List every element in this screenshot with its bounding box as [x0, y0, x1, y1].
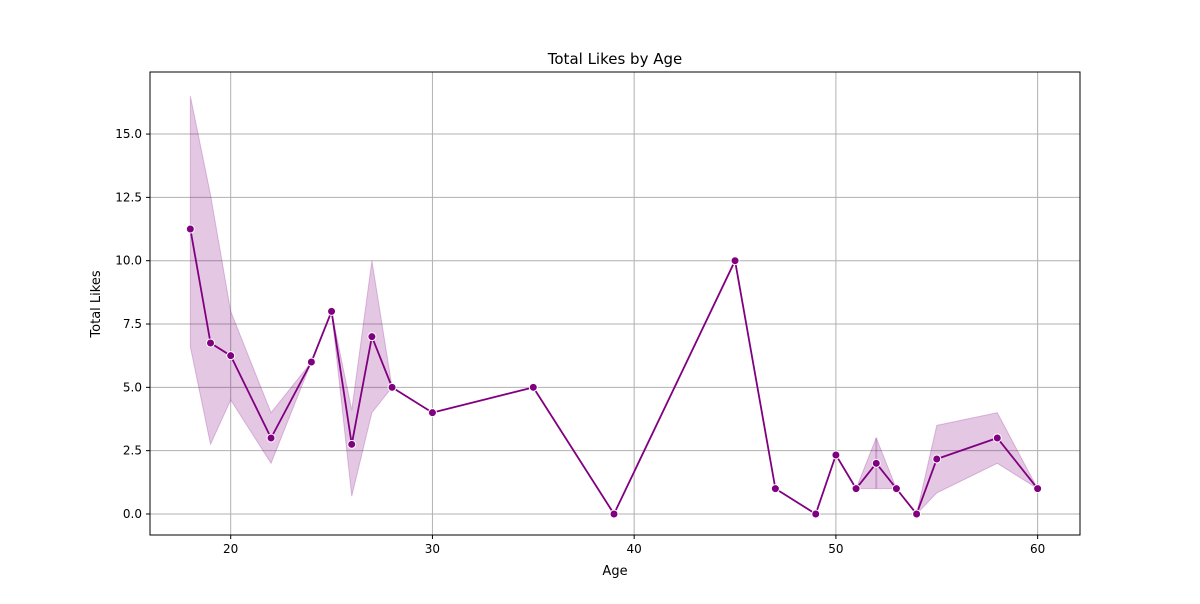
- data-point[interactable]: [226, 351, 236, 361]
- series-markers: [185, 224, 1043, 519]
- x-axis-ticks: 20 30 40 50 60: [223, 535, 1045, 556]
- y-tick-label: 2.5: [123, 444, 142, 458]
- data-point[interactable]: [387, 382, 397, 392]
- data-point[interactable]: [992, 433, 1002, 443]
- data-point[interactable]: [609, 509, 619, 519]
- data-point[interactable]: [932, 454, 942, 464]
- y-tick-label: 5.0: [123, 380, 142, 394]
- data-point[interactable]: [367, 332, 377, 342]
- y-tick-label: 12.5: [115, 190, 142, 204]
- y-tick-label: 10.0: [115, 254, 142, 268]
- x-tick-label: 60: [1030, 542, 1045, 556]
- y-tick-label: 0.0: [123, 507, 142, 521]
- y-tick-label: 7.5: [123, 317, 142, 331]
- chart-title: Total Likes by Age: [547, 50, 682, 68]
- data-point[interactable]: [770, 484, 780, 494]
- confidence-bands: [189, 95, 1039, 516]
- x-axis-label: Age: [602, 564, 627, 579]
- data-point[interactable]: [871, 458, 881, 468]
- data-point[interactable]: [891, 484, 901, 494]
- data-point[interactable]: [206, 338, 216, 348]
- data-point[interactable]: [1033, 484, 1043, 494]
- data-point[interactable]: [811, 509, 821, 519]
- y-tick-label: 15.0: [115, 127, 142, 141]
- x-tick-label: 30: [425, 542, 440, 556]
- plot-frame: [149, 71, 1081, 536]
- data-point[interactable]: [912, 509, 922, 519]
- x-tick-label: 50: [828, 542, 843, 556]
- data-point[interactable]: [427, 408, 437, 418]
- y-axis-ticks: 0.0 2.5 5.0 7.5 10.0 12.5 15.0: [115, 127, 150, 521]
- data-point[interactable]: [528, 382, 538, 392]
- data-point[interactable]: [185, 224, 195, 234]
- data-point[interactable]: [306, 357, 316, 367]
- y-axis-label: Total Likes: [89, 270, 104, 338]
- data-point[interactable]: [831, 450, 841, 460]
- x-tick-label: 40: [627, 542, 642, 556]
- confidence-band: [189, 95, 312, 465]
- data-point[interactable]: [851, 484, 861, 494]
- data-point[interactable]: [730, 256, 740, 266]
- data-point[interactable]: [347, 439, 357, 449]
- x-tick-label: 20: [223, 542, 238, 556]
- data-point[interactable]: [266, 433, 276, 443]
- data-point[interactable]: [327, 306, 337, 316]
